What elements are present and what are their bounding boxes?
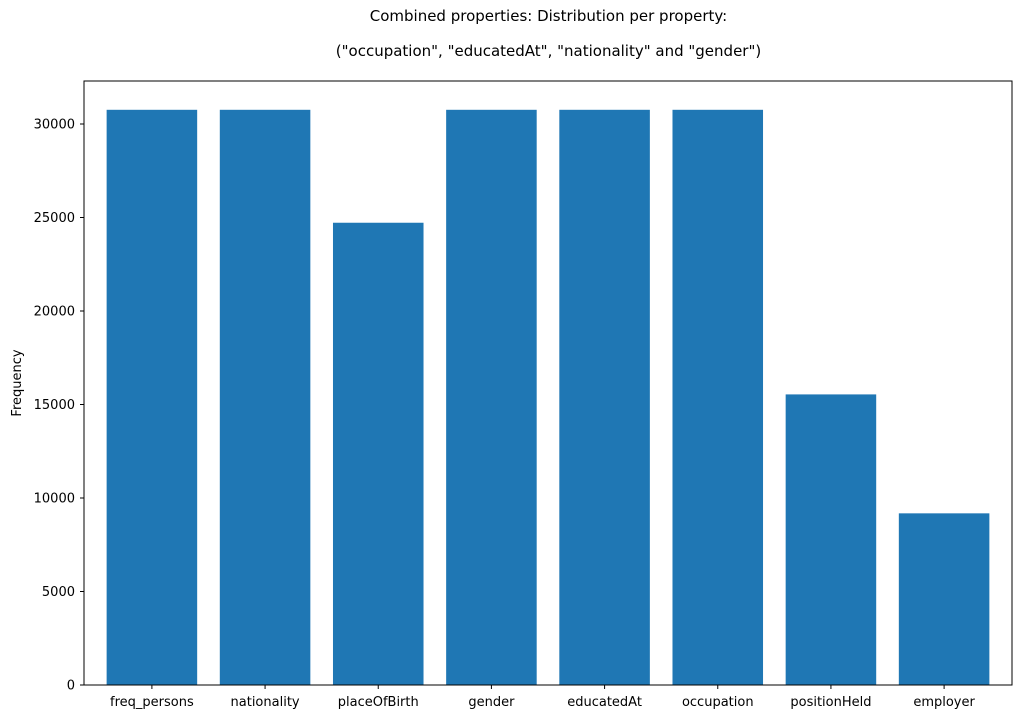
x-axis: freq_persons nationality placeOfBirth gende… [110, 685, 976, 710]
x-tick-label: gender [468, 695, 515, 710]
x-tick-label: positionHeld [790, 695, 871, 710]
plot-frame [83, 80, 1013, 686]
bar-occupation [672, 109, 764, 686]
y-tick-label: 20000 [34, 305, 75, 320]
bar-gender [446, 109, 537, 686]
bar-positionHeld [785, 394, 877, 685]
bars-layer [106, 109, 990, 686]
x-tick-label: employer [913, 695, 975, 710]
bar-employer [898, 513, 990, 685]
bar-placeOfBirth [332, 222, 424, 686]
x-tick-label: freq_persons [110, 695, 194, 710]
axes-layer [83, 80, 1013, 686]
y-tick-label: 10000 [34, 492, 75, 507]
x-tick-label: educatedAt [567, 695, 642, 710]
x-tick-label: occupation [682, 695, 754, 710]
bar-educatedAt [559, 109, 650, 686]
bar-freq_persons [106, 109, 198, 686]
chart-title-line-2: ("occupation", "educatedAt", "nationalit… [335, 42, 762, 60]
x-tick-label: placeOfBirth [338, 695, 419, 710]
y-tick-label: 30000 [34, 118, 75, 133]
bar-nationality [219, 109, 311, 686]
y-tick-label: 5000 [42, 585, 75, 600]
chart-title-line-1: Combined properties: Distribution per pr… [369, 7, 728, 25]
y-tick-label: 0 [67, 679, 75, 694]
y-axis: 0 5000 10000 15000 20000 25000 30000 [34, 118, 84, 694]
x-tick-label: nationality [231, 695, 300, 710]
y-axis-label: Frequency [10, 349, 25, 416]
y-tick-label: 25000 [34, 211, 75, 226]
y-tick-label: 15000 [34, 398, 75, 413]
